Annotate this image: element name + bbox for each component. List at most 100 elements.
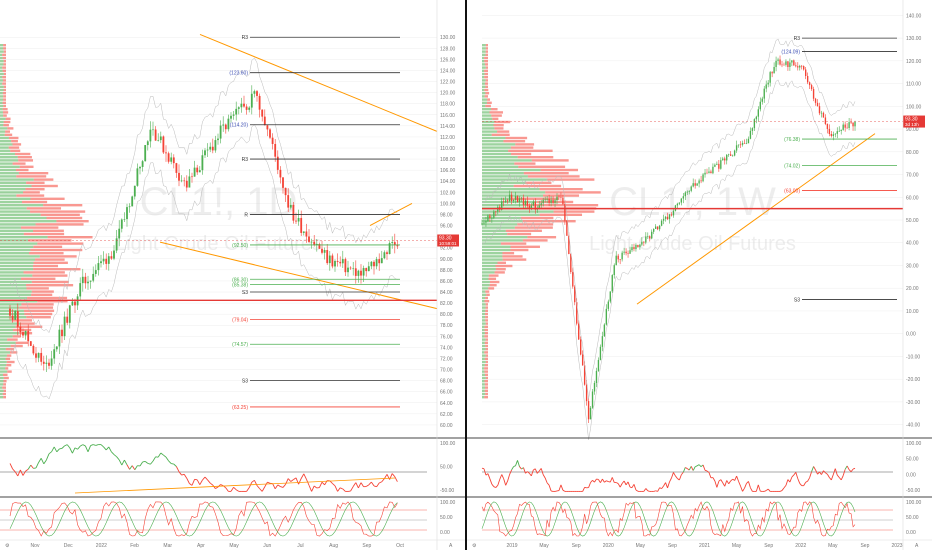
candle-down [300, 217, 303, 233]
candle-down [276, 156, 279, 170]
candle-up [658, 225, 661, 230]
left-daily-chart[interactable]: 130.00 128.00 126.00 124.00 122.00 120.00 118.… [0, 0, 465, 550]
y-tick-label: 130.00 [440, 35, 456, 41]
volume-profile-bar [3, 380, 7, 383]
rsi-line [108, 446, 112, 452]
rsi-line [178, 471, 182, 476]
candle-down [495, 211, 497, 213]
candle-up [92, 273, 95, 281]
y-tick-label: 100.00 [440, 201, 456, 207]
rsi-line [381, 478, 385, 483]
candle-up [601, 336, 604, 347]
candle-down [666, 216, 669, 220]
level-label: R3 [242, 35, 249, 41]
y-tick-label: 90.00 [906, 127, 919, 133]
candle-down [795, 65, 797, 67]
rsi-line [590, 479, 593, 483]
rsi-line [357, 482, 362, 489]
y-tick-label: 80.00 [906, 150, 919, 156]
volume-profile-bar [0, 200, 22, 204]
rsi-line [623, 480, 627, 486]
candle-down [797, 66, 799, 68]
candle-down [489, 215, 491, 219]
candle-down [185, 180, 188, 188]
rsi-line [48, 451, 52, 455]
rsi-line [594, 478, 597, 483]
rsi-line [708, 472, 712, 478]
volume-profile-bar [482, 232, 508, 236]
candle-down [42, 361, 45, 364]
rsi-line [66, 444, 71, 449]
volume-profile-bar [485, 392, 488, 396]
y-tick-label: 116.00 [440, 113, 455, 119]
y-tick-label: -10.00 [906, 354, 920, 360]
rsi-line [386, 474, 391, 480]
rsi-line [483, 468, 487, 476]
volume-profile-bar [0, 341, 16, 344]
rsi-line [850, 468, 854, 473]
volume-profile-bar [0, 383, 4, 386]
candle-down [271, 137, 274, 144]
rsi-line [678, 474, 682, 481]
candle-up [799, 65, 801, 68]
volume-profile-bar [10, 149, 21, 152]
candle-up [668, 214, 671, 220]
y-tick-label: 60.00 [440, 423, 453, 429]
candle-up [113, 250, 115, 259]
auto-scale-icon: A [449, 543, 453, 549]
rsi-line [588, 482, 591, 488]
rsi-line [840, 475, 844, 481]
volume-profile-bar [520, 216, 554, 220]
volume-profile-bar [0, 252, 29, 255]
rsi-line [629, 486, 633, 489]
volume-profile-bar [482, 159, 532, 162]
volume-profile-bar [47, 236, 93, 239]
candle-up [514, 196, 517, 201]
rsi-line [313, 485, 318, 489]
candle-down [11, 315, 14, 320]
volume-profile-bar [7, 370, 12, 373]
volume-profile-bar [0, 92, 3, 95]
rsi-line [546, 482, 550, 486]
volume-profile-bar [482, 274, 489, 277]
x-tick-label: Sep [860, 543, 869, 549]
candle-down [48, 362, 50, 366]
y-tick-label: 102.00 [440, 190, 456, 196]
candle-down [810, 85, 813, 90]
right-weekly-chart[interactable]: 140.00 130.00 120.00 110.00 100.00 90.00 80.00… [467, 0, 932, 550]
candle-down [261, 109, 264, 117]
rsi-tick-label: -50.00 [906, 488, 920, 494]
rsi-line [189, 483, 193, 486]
candle-up [603, 324, 606, 337]
candle-up [621, 252, 623, 260]
candle-down [243, 103, 245, 107]
y-tick-label: 92.00 [440, 246, 453, 252]
trend-line [199, 33, 438, 132]
volume-profile-bar [0, 63, 4, 66]
rsi-line [171, 463, 174, 465]
volume-profile-bar [0, 344, 11, 348]
volume-profile-bar [482, 194, 543, 197]
candle-down [282, 177, 284, 188]
rsi-line [118, 459, 123, 466]
volume-profile-bar [482, 325, 485, 328]
candle-down [318, 244, 321, 249]
rsi-line [300, 473, 305, 479]
rsi-line [519, 466, 522, 470]
volume-profile-bar [484, 370, 488, 373]
y-tick-label: 0.00 [906, 332, 916, 338]
rsi-line [111, 451, 115, 455]
candle-down [74, 301, 76, 306]
candle-up [94, 270, 97, 274]
volume-profile-bar [484, 82, 488, 85]
rsi-line [846, 465, 850, 470]
y-tick-label: 124.00 [440, 68, 456, 74]
candle-down [637, 244, 639, 248]
volume-profile-bar [482, 332, 485, 335]
rsi-line [748, 481, 751, 488]
volume-profile-bar [0, 136, 9, 140]
candle-up [524, 200, 527, 206]
volume-profile-bar [482, 248, 511, 252]
x-tick-label: Apr [197, 543, 205, 549]
rsi-line [259, 488, 263, 492]
